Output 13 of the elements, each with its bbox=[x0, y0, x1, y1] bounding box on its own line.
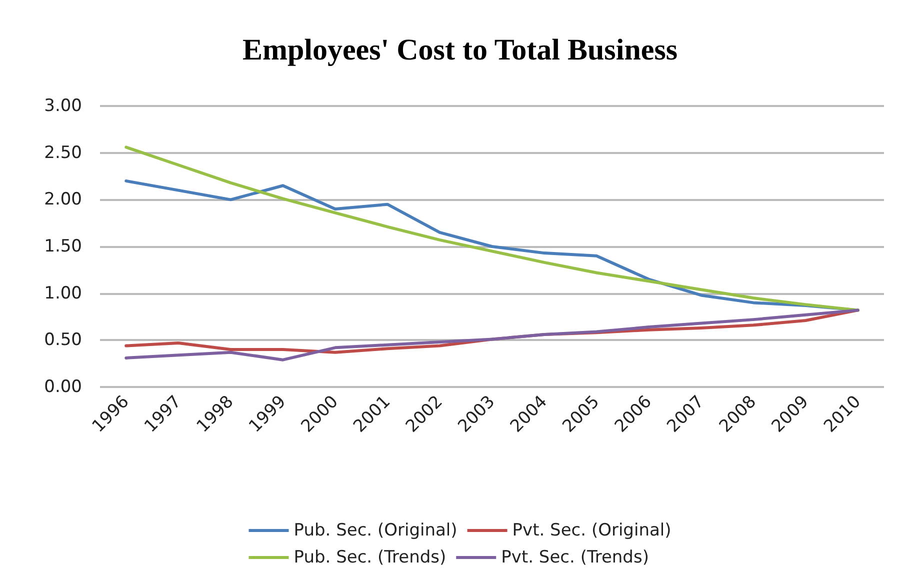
y-tick-label: 1.00 bbox=[44, 283, 82, 304]
y-tick-label: 1.50 bbox=[44, 236, 82, 256]
y-tick-label: 0.00 bbox=[44, 377, 82, 397]
y-tick-label: 2.00 bbox=[44, 190, 82, 210]
legend-label: Pub. Sec. (Trends) bbox=[294, 548, 446, 568]
chart-title: Employees' Cost to Total Business bbox=[242, 34, 678, 66]
legend-label: Pub. Sec. (Original) bbox=[294, 520, 458, 540]
y-tick-label: 3.00 bbox=[44, 96, 82, 116]
y-tick-label: 0.50 bbox=[44, 330, 82, 350]
y-tick-label: 2.50 bbox=[44, 142, 82, 163]
legend-label: Pvt. Sec. (Trends) bbox=[501, 548, 649, 568]
legend-label: Pvt. Sec. (Original) bbox=[512, 520, 672, 540]
line-series bbox=[124, 146, 860, 312]
